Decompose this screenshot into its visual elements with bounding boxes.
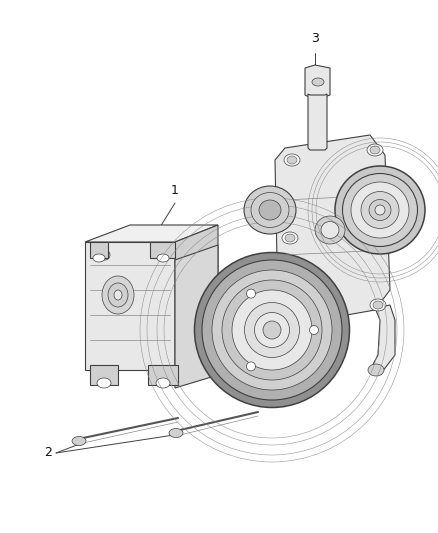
Ellipse shape <box>315 216 345 244</box>
Ellipse shape <box>369 199 391 221</box>
Ellipse shape <box>287 156 297 164</box>
Text: 2: 2 <box>44 447 52 459</box>
Ellipse shape <box>282 232 298 244</box>
Text: 3: 3 <box>311 32 319 45</box>
Ellipse shape <box>97 378 111 388</box>
Ellipse shape <box>157 254 169 262</box>
Text: 1: 1 <box>171 184 179 197</box>
Ellipse shape <box>202 260 342 400</box>
Ellipse shape <box>284 154 300 166</box>
Polygon shape <box>175 225 218 370</box>
Ellipse shape <box>373 231 383 239</box>
Ellipse shape <box>370 229 386 241</box>
Ellipse shape <box>72 437 86 446</box>
Ellipse shape <box>212 270 332 390</box>
Polygon shape <box>175 245 218 388</box>
Polygon shape <box>90 242 108 258</box>
Ellipse shape <box>335 166 425 254</box>
Ellipse shape <box>244 186 296 234</box>
Ellipse shape <box>370 299 386 311</box>
Ellipse shape <box>194 253 350 408</box>
Ellipse shape <box>156 378 170 388</box>
Ellipse shape <box>222 280 322 380</box>
Ellipse shape <box>285 234 295 242</box>
Ellipse shape <box>232 290 312 370</box>
Polygon shape <box>90 365 118 385</box>
Ellipse shape <box>93 254 105 262</box>
Ellipse shape <box>114 290 122 300</box>
Ellipse shape <box>367 144 383 156</box>
Ellipse shape <box>100 250 110 260</box>
Ellipse shape <box>251 192 289 228</box>
Ellipse shape <box>259 200 281 220</box>
Ellipse shape <box>370 146 380 154</box>
Polygon shape <box>308 94 327 150</box>
Polygon shape <box>148 365 178 385</box>
Ellipse shape <box>252 360 268 372</box>
Ellipse shape <box>263 321 281 339</box>
Polygon shape <box>275 135 390 325</box>
Polygon shape <box>370 305 395 372</box>
Ellipse shape <box>244 303 300 358</box>
Ellipse shape <box>351 182 409 238</box>
Ellipse shape <box>343 174 417 246</box>
Ellipse shape <box>310 326 318 335</box>
Polygon shape <box>255 310 295 368</box>
Ellipse shape <box>373 301 383 309</box>
Ellipse shape <box>247 289 255 298</box>
Ellipse shape <box>254 312 290 348</box>
Polygon shape <box>85 242 175 370</box>
Polygon shape <box>85 225 218 242</box>
Polygon shape <box>150 242 175 258</box>
Ellipse shape <box>102 276 134 314</box>
Ellipse shape <box>108 283 128 307</box>
Ellipse shape <box>247 362 255 371</box>
Polygon shape <box>305 65 330 100</box>
Ellipse shape <box>169 429 183 438</box>
Ellipse shape <box>375 205 385 215</box>
Ellipse shape <box>277 304 293 316</box>
Ellipse shape <box>321 222 339 238</box>
Ellipse shape <box>312 78 324 86</box>
Ellipse shape <box>361 191 399 229</box>
Ellipse shape <box>280 306 290 314</box>
Ellipse shape <box>368 364 384 376</box>
